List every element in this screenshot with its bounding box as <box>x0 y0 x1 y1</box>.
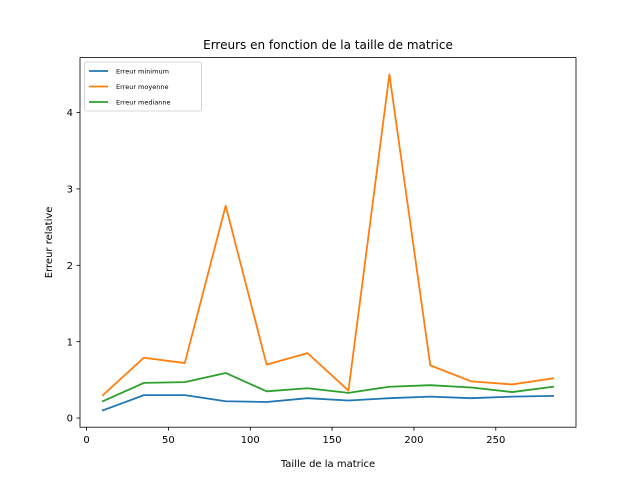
legend-box <box>84 61 202 112</box>
x-tick-label: 50 <box>162 435 175 446</box>
legend: Erreur minimum Erreur moyenne Erreur media… <box>84 61 202 112</box>
series-line-2 <box>101 73 555 397</box>
y-tick-label: 1 <box>67 337 73 348</box>
x-tick-label: 250 <box>486 435 505 446</box>
y-tick-label: 3 <box>67 185 73 196</box>
plot-frame <box>79 57 577 428</box>
y-axis-ticks: 0 1 2 3 4 <box>67 108 80 425</box>
y-tick-label: 2 <box>67 261 73 272</box>
x-tick-label: 150 <box>323 435 342 446</box>
x-axis-ticks: 0 50 100 150 200 250 <box>83 427 505 446</box>
series-line-1 <box>101 394 554 412</box>
x-tick-label: 200 <box>404 435 423 446</box>
legend-label: Erreur medianne <box>116 98 171 106</box>
x-tick-label: 100 <box>241 435 260 446</box>
x-axis-label: Taille de la matrice <box>280 459 375 470</box>
plot-lines <box>101 73 555 412</box>
y-axis-label: Erreur relative <box>44 207 55 279</box>
y-tick-label: 0 <box>67 414 73 425</box>
legend-label: Erreur minimum <box>116 67 169 75</box>
chart-title: Erreurs en fonction de la taille de matr… <box>203 38 453 52</box>
y-tick-label: 4 <box>67 108 73 119</box>
legend-label: Erreur moyenne <box>116 83 168 91</box>
x-tick-label: 0 <box>83 435 89 446</box>
series-line-3 <box>101 372 555 403</box>
